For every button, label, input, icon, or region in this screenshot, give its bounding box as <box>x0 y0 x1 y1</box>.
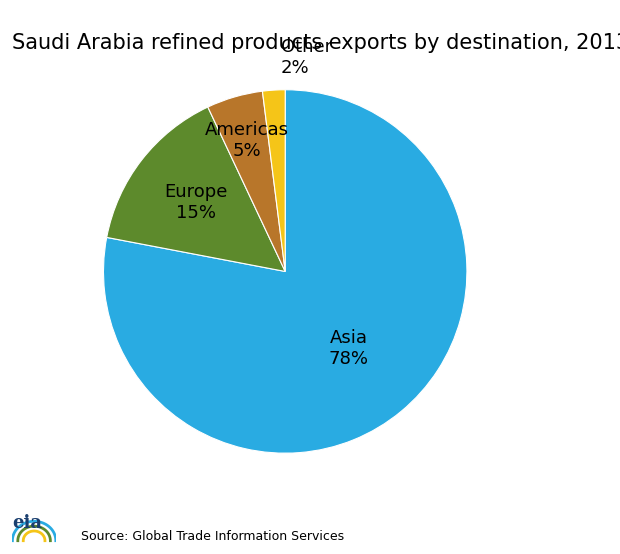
Wedge shape <box>208 91 285 271</box>
Text: Americas
5%: Americas 5% <box>205 121 289 160</box>
Text: Source: Global Trade Information Services: Source: Global Trade Information Service… <box>81 530 343 543</box>
Wedge shape <box>262 90 285 271</box>
Text: eia: eia <box>12 514 42 532</box>
Text: Saudi Arabia refined products exports by destination, 2013: Saudi Arabia refined products exports by… <box>12 33 620 53</box>
Text: Asia
78%: Asia 78% <box>329 329 369 368</box>
Text: Europe
15%: Europe 15% <box>164 183 228 222</box>
Wedge shape <box>104 90 467 453</box>
Text: Other
2%: Other 2% <box>281 38 332 77</box>
Wedge shape <box>107 107 285 271</box>
